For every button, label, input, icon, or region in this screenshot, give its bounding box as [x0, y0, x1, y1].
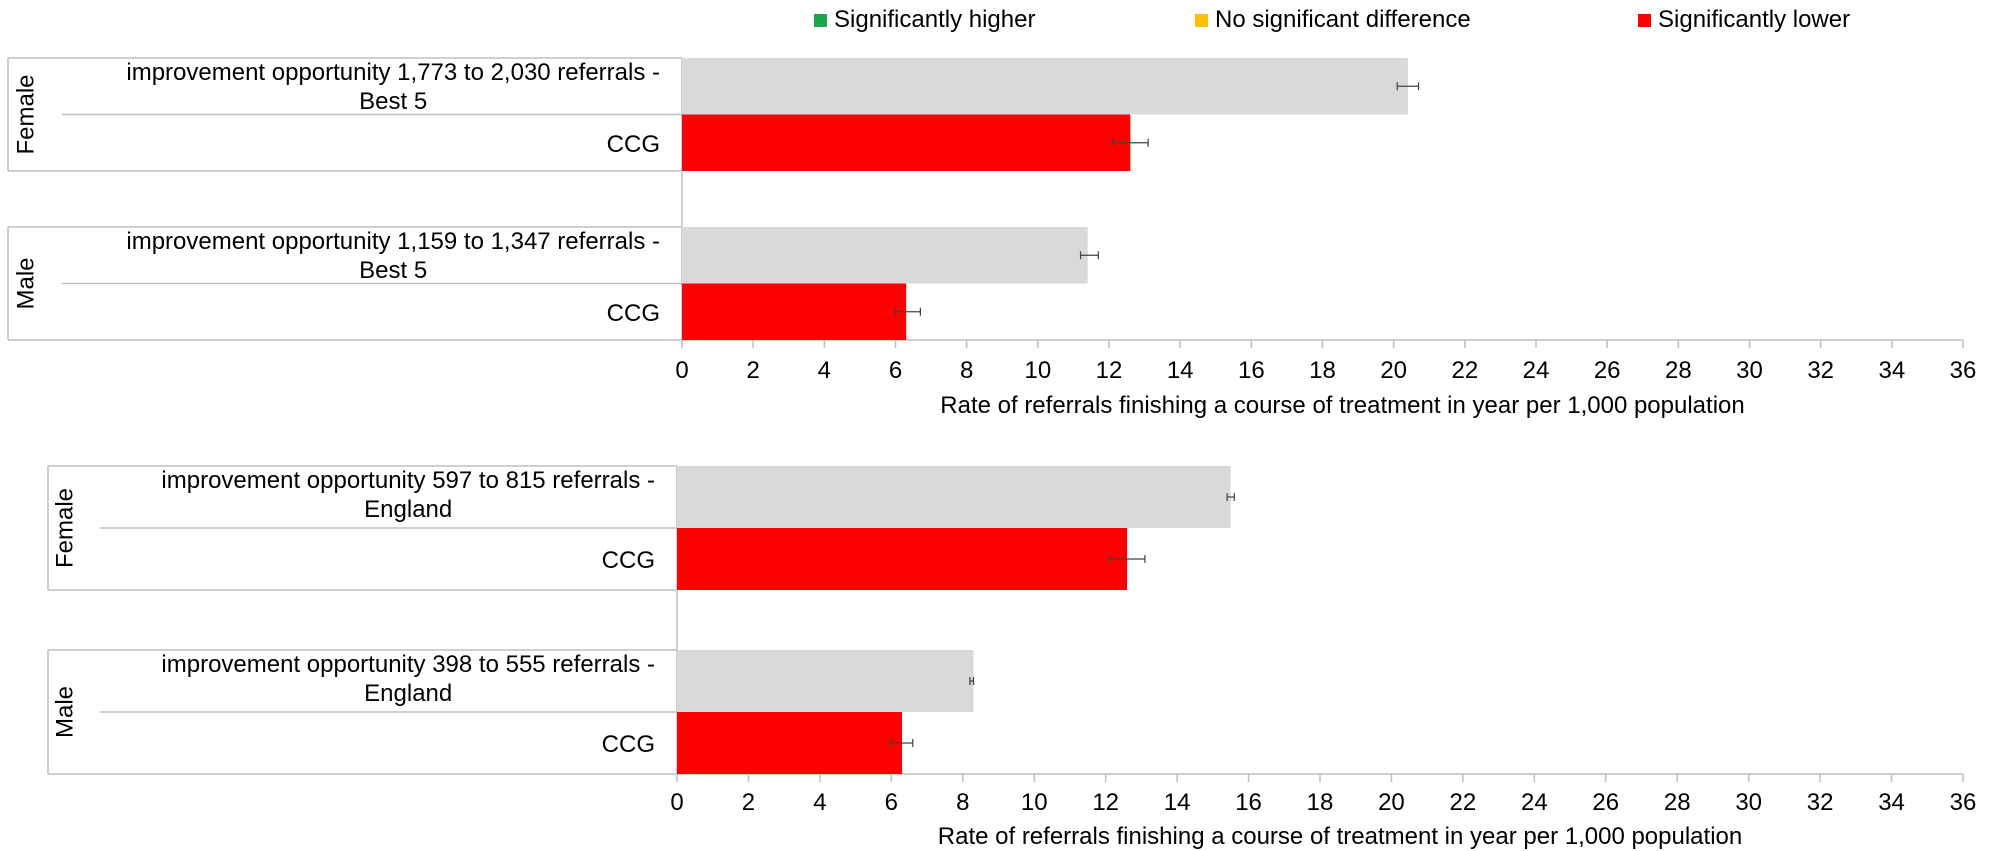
x-tick-label: 4 [813, 789, 826, 816]
legend-item-no-significant-difference: No significant difference [1195, 6, 1471, 34]
x-tick-label: 2 [742, 789, 755, 816]
x-tick-label: 18 [1307, 789, 1334, 816]
x-tick-label: 20 [1378, 789, 1405, 816]
x-tick-label: 12 [1096, 357, 1123, 384]
bar-ccg [677, 528, 1128, 590]
x-tick-label: 36 [1950, 357, 1977, 384]
category-label-line-2: England [364, 496, 452, 523]
category-label-line-2: Best 5 [359, 88, 427, 115]
bar-comparator [682, 58, 1408, 115]
x-tick-label: 4 [818, 357, 831, 384]
bar-ccg [677, 712, 903, 774]
x-tick-label: 28 [1665, 357, 1692, 384]
bar-comparator [677, 466, 1231, 528]
x-tick-label: 8 [960, 357, 973, 384]
x-tick-label: 6 [889, 357, 902, 384]
x-tick-label: 24 [1521, 789, 1548, 816]
bar-comparator [682, 227, 1088, 284]
x-tick-label: 20 [1380, 357, 1407, 384]
x-tick-label: 24 [1523, 357, 1550, 384]
legend-item-significantly-lower: Significantly lower [1638, 6, 1850, 34]
x-tick-label: 14 [1167, 357, 1194, 384]
x-axis-title: Rate of referrals finishing a course of … [940, 392, 1744, 419]
legend-label: No significant difference [1215, 6, 1471, 33]
x-tick-label: 6 [885, 789, 898, 816]
x-axis-title: Rate of referrals finishing a course of … [938, 823, 1742, 850]
x-tick-label: 32 [1807, 357, 1834, 384]
legend-swatch [1638, 13, 1651, 27]
x-tick-label: 32 [1807, 789, 1834, 816]
x-tick-label: 34 [1878, 357, 1905, 384]
category-label-line-1: improvement opportunity 1,773 to 2,030 r… [126, 59, 660, 86]
legend-swatch [814, 13, 827, 27]
category-label: CCG [602, 731, 655, 758]
x-tick-label: 30 [1735, 789, 1762, 816]
x-tick-label: 14 [1164, 789, 1191, 816]
legend-item-significantly-higher: Significantly higher [814, 6, 1035, 34]
legend-swatch [1195, 13, 1208, 27]
bar-ccg [682, 114, 1131, 171]
legend-label: Significantly lower [1658, 6, 1851, 33]
category-label-line-2: Best 5 [359, 257, 427, 284]
group-label-female: Female [52, 488, 79, 568]
x-tick-label: 28 [1664, 789, 1691, 816]
x-tick-label: 26 [1592, 789, 1619, 816]
category-label-line-2: England [364, 680, 452, 707]
x-tick-label: 10 [1021, 789, 1048, 816]
x-tick-label: 22 [1450, 789, 1477, 816]
x-tick-label: 30 [1736, 357, 1763, 384]
category-label: CCG [607, 131, 660, 158]
x-tick-label: 16 [1238, 357, 1265, 384]
chart-legend: Significantly higher No significant diff… [0, 6, 2002, 36]
bar-comparator [677, 650, 974, 712]
group-label-male: Male [52, 686, 79, 738]
x-tick-label: 10 [1024, 357, 1051, 384]
x-tick-label: 18 [1309, 357, 1336, 384]
category-label-line-1: improvement opportunity 597 to 815 refer… [161, 467, 655, 494]
category-label-line-1: improvement opportunity 1,159 to 1,347 r… [126, 228, 660, 255]
x-tick-label: 0 [675, 357, 688, 384]
bar-ccg [682, 283, 907, 340]
x-tick-label: 16 [1235, 789, 1262, 816]
x-tick-label: 26 [1594, 357, 1621, 384]
x-tick-label: 0 [670, 789, 683, 816]
group-label-female: Female [13, 74, 40, 154]
x-tick-label: 8 [956, 789, 969, 816]
category-label: CCG [602, 547, 655, 574]
category-label-line-1: improvement opportunity 398 to 555 refer… [161, 651, 655, 678]
x-tick-label: 34 [1878, 789, 1905, 816]
group-label-male: Male [13, 257, 40, 309]
x-tick-label: 2 [746, 357, 759, 384]
legend-label: Significantly higher [834, 6, 1036, 33]
category-label: CCG [607, 300, 660, 327]
x-tick-label: 22 [1451, 357, 1478, 384]
x-tick-label: 12 [1092, 789, 1119, 816]
x-tick-label: 36 [1950, 789, 1977, 816]
